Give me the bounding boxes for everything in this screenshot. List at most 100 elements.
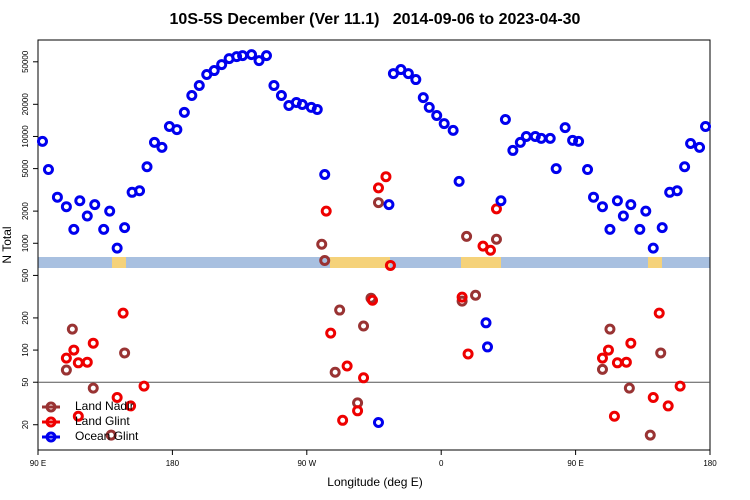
legend-label: Land Nadir [75, 399, 134, 413]
point [608, 410, 620, 422]
land-patch [330, 257, 390, 268]
point [507, 144, 519, 156]
x-tick-label: 90 E [30, 459, 46, 468]
point [514, 136, 526, 148]
point [625, 199, 637, 211]
point [481, 341, 493, 353]
point [559, 122, 571, 134]
series [60, 197, 667, 441]
point [490, 233, 502, 245]
point [372, 182, 384, 194]
point [341, 360, 353, 372]
point [623, 382, 635, 394]
point [544, 132, 556, 144]
point [611, 195, 623, 207]
point [111, 242, 123, 254]
point [596, 201, 608, 213]
point [316, 238, 328, 250]
point [596, 363, 608, 375]
point [653, 307, 665, 319]
point [111, 391, 123, 403]
point [246, 49, 258, 61]
point [208, 65, 220, 77]
point [640, 205, 652, 217]
legend-marker [45, 431, 57, 443]
y-tick-label: 200 [21, 311, 30, 325]
point [402, 68, 414, 80]
point [60, 364, 72, 376]
point [337, 414, 349, 426]
y-tick-label: 20 [21, 420, 30, 429]
point [700, 120, 712, 132]
point [253, 55, 265, 67]
point [604, 223, 616, 235]
x-tick-label: 90 W [297, 459, 316, 468]
point [117, 307, 129, 319]
point [655, 347, 667, 359]
point [296, 99, 308, 111]
point [42, 164, 54, 176]
point [470, 289, 482, 301]
point [68, 223, 80, 235]
point [582, 164, 594, 176]
plot-frame [37, 39, 711, 451]
y-tick-label: 1000 [21, 234, 30, 252]
map-strip [38, 257, 710, 268]
point [319, 254, 331, 266]
point [51, 191, 63, 203]
point [311, 103, 323, 115]
x-tick-label: 90 E [567, 459, 583, 468]
point [105, 429, 117, 441]
point [89, 199, 101, 211]
point [68, 344, 80, 356]
point [596, 352, 608, 364]
point [644, 429, 656, 441]
y-tick-label: 500 [21, 268, 30, 282]
point [119, 347, 131, 359]
point [60, 201, 72, 213]
point [171, 124, 183, 136]
point [625, 337, 637, 349]
point [694, 141, 706, 153]
point [319, 169, 331, 181]
point [453, 175, 465, 187]
land-speck [60, 257, 90, 268]
point [384, 259, 396, 271]
point [138, 380, 150, 392]
y-axis-label: N Total [0, 226, 14, 263]
y-tick-label: 50000 [21, 50, 30, 73]
point [156, 141, 168, 153]
point [490, 203, 502, 215]
point [372, 197, 384, 209]
y-tick-label: 100 [21, 343, 30, 357]
point [358, 372, 370, 384]
point [231, 51, 243, 63]
point [423, 101, 435, 113]
point [329, 366, 341, 378]
point [81, 210, 93, 222]
y-tick-label: 20000 [21, 93, 30, 116]
point [141, 161, 153, 173]
y-tick-label: 2000 [21, 202, 30, 220]
point [647, 391, 659, 403]
point [98, 223, 110, 235]
legend-label: Land Glint [75, 414, 130, 428]
point [480, 317, 492, 329]
y-tick-label: 5000 [21, 159, 30, 177]
point [461, 230, 473, 242]
point [656, 222, 668, 234]
point [367, 294, 379, 306]
point [87, 337, 99, 349]
point [268, 79, 280, 91]
point [410, 74, 422, 86]
legend-marker [45, 416, 57, 428]
point [36, 135, 48, 147]
point [634, 223, 646, 235]
point [148, 136, 160, 148]
point [671, 185, 683, 197]
point [352, 405, 364, 417]
point [604, 323, 616, 335]
point [104, 205, 116, 217]
point [447, 124, 459, 136]
